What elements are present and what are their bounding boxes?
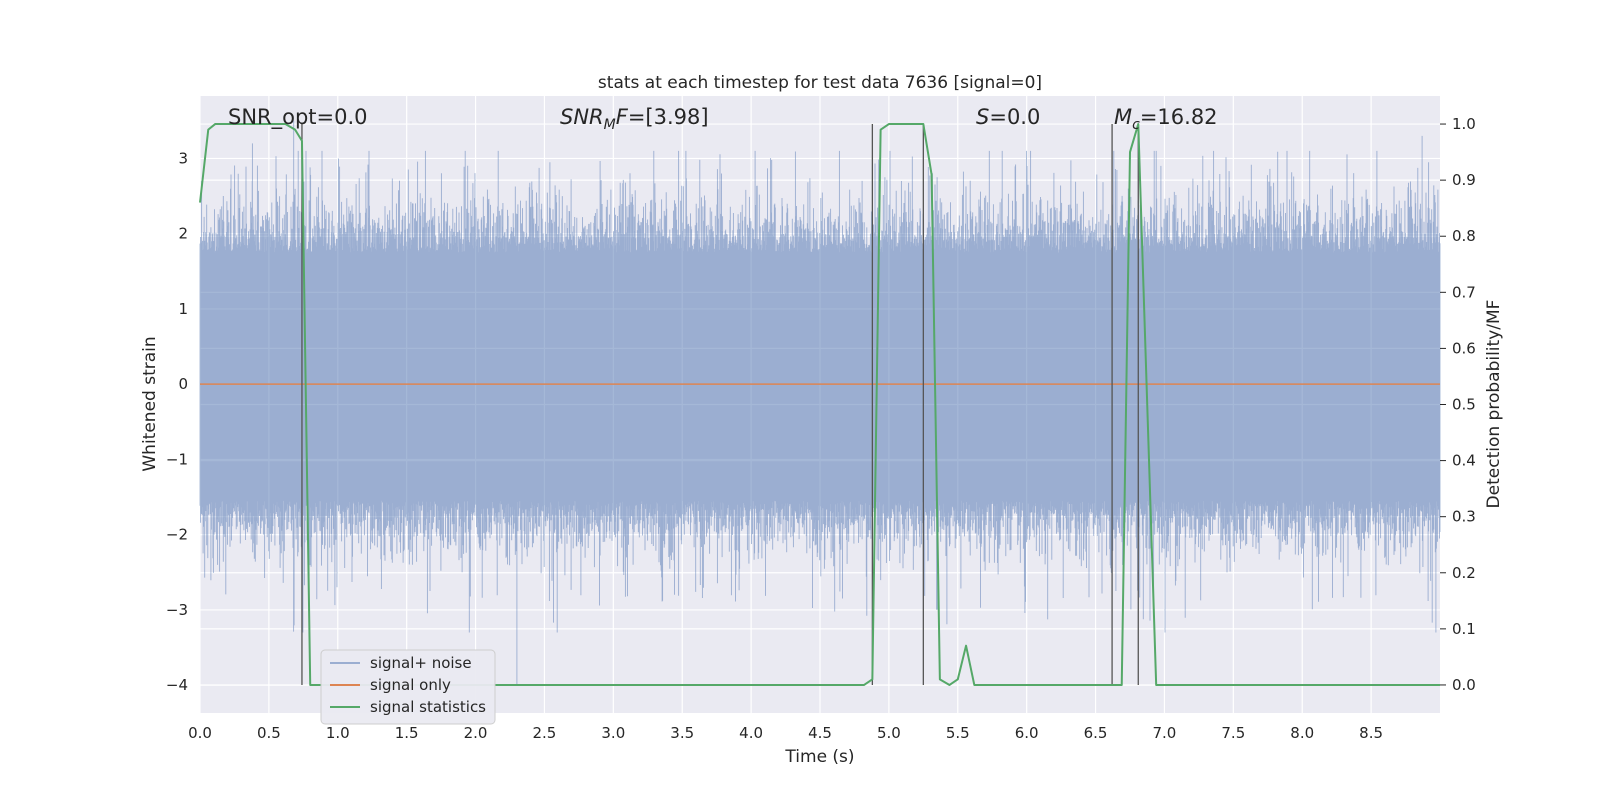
x-tick-label: 8.0 xyxy=(1290,724,1314,742)
y-left-tick-label: −2 xyxy=(166,526,188,544)
legend-label-statistics: signal statistics xyxy=(370,698,486,716)
x-tick-label: 2.0 xyxy=(464,724,488,742)
x-tick-label: 4.5 xyxy=(808,724,832,742)
y-right-tick-label: 0.5 xyxy=(1452,396,1476,414)
series-signal-statistics xyxy=(199,123,1440,686)
chart-title: stats at each timestep for test data 763… xyxy=(598,73,1042,93)
x-tick-labels: 0.0 0.5 1.0 1.5 2.0 2.5 3.0 3.5 4.0 4.5 5.0 5.5 6.0 6… xyxy=(188,724,1383,742)
y-right-tick-labels: 1.0 0.9 0.8 0.7 0.6 0.5 0.4 0.3 0.2 0.1 0.0 xyxy=(1440,115,1476,694)
y-axis-left-label: Whitened strain xyxy=(140,336,160,471)
x-tick-label: 0.0 xyxy=(188,724,212,742)
x-tick-label: 1.0 xyxy=(326,724,350,742)
series-signal-noise xyxy=(199,120,1441,686)
y-right-tick-label: 0.0 xyxy=(1452,676,1476,694)
y-left-tick-label: 2 xyxy=(178,225,188,243)
y-right-tick-label: 0.8 xyxy=(1452,227,1476,245)
x-tick-label: 7.5 xyxy=(1221,724,1245,742)
vertical-markers xyxy=(301,124,1139,685)
y-right-tick-label: 0.4 xyxy=(1452,452,1476,470)
y-right-tick-label: 0.1 xyxy=(1452,620,1476,638)
legend-box xyxy=(320,649,496,725)
y-right-tick-label: 0.9 xyxy=(1452,171,1476,189)
x-tick-label: 3.5 xyxy=(670,724,694,742)
x-axis-label: Time (s) xyxy=(784,747,854,767)
x-tick-label: 8.5 xyxy=(1359,724,1383,742)
y-left-tick-label: −3 xyxy=(166,601,188,619)
x-tick-label: 4.0 xyxy=(739,724,763,742)
x-tick-label: 6.0 xyxy=(1015,724,1039,742)
y-left-tick-label: 3 xyxy=(178,149,188,167)
legend: signal+ noise signal only signal statist… xyxy=(320,649,496,725)
noise-trace xyxy=(199,120,1441,686)
annotation-mc: Mc=16.82 xyxy=(1114,105,1218,133)
y-right-tick-label: 0.3 xyxy=(1452,508,1476,526)
annotation-snr-opt: SNR_opt=0.0 xyxy=(228,105,368,130)
y-left-tick-labels: 3 2 1 0 −1 −2 −3 −4 xyxy=(166,149,188,694)
y-left-tick-label: −4 xyxy=(166,676,188,694)
annotation-s: S=0.0 xyxy=(976,105,1040,129)
x-tick-label: 5.5 xyxy=(946,724,970,742)
legend-label-noise: signal+ noise xyxy=(370,654,472,672)
y-right-tick-label: 0.6 xyxy=(1452,339,1476,357)
x-tick-label: 5.0 xyxy=(877,724,901,742)
x-tick-label: 1.5 xyxy=(395,724,419,742)
annotation-snr-mf: SNRMF=[3.98] xyxy=(560,105,709,133)
y-right-tick-label: 0.7 xyxy=(1452,283,1476,301)
statistics-line xyxy=(199,123,1440,686)
legend-label-signal: signal only xyxy=(370,676,451,694)
y-right-tick-label: 0.2 xyxy=(1452,564,1476,582)
x-tick-label: 2.5 xyxy=(533,724,557,742)
y-left-tick-label: −1 xyxy=(166,450,188,468)
x-tick-label: 3.0 xyxy=(601,724,625,742)
y-axis-right-label: Detection probability/MF xyxy=(1484,300,1504,509)
x-tick-label: 7.0 xyxy=(1153,724,1177,742)
y-right-tick-label: 1.0 xyxy=(1452,115,1476,133)
x-tick-label: 0.5 xyxy=(257,724,281,742)
y-left-tick-label: 0 xyxy=(178,375,188,393)
y-left-tick-label: 1 xyxy=(178,300,188,318)
x-tick-label: 6.5 xyxy=(1084,724,1108,742)
